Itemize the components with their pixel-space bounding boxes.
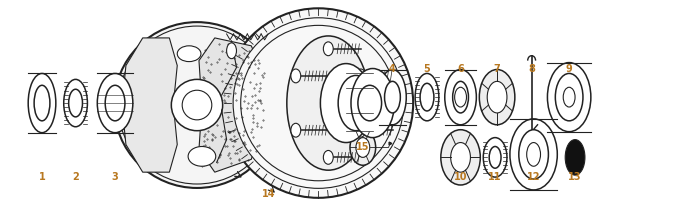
Ellipse shape <box>287 36 370 170</box>
Ellipse shape <box>489 146 501 168</box>
Ellipse shape <box>451 143 470 172</box>
Polygon shape <box>199 38 266 172</box>
Ellipse shape <box>483 138 507 177</box>
Ellipse shape <box>454 87 466 107</box>
Ellipse shape <box>118 26 276 184</box>
Ellipse shape <box>420 83 434 111</box>
Ellipse shape <box>564 87 575 107</box>
Text: 1: 1 <box>38 172 46 182</box>
Text: 15: 15 <box>356 143 370 152</box>
Ellipse shape <box>114 22 280 188</box>
Ellipse shape <box>565 140 585 175</box>
Text: 13: 13 <box>568 172 582 182</box>
Ellipse shape <box>453 81 468 113</box>
Text: 4: 4 <box>389 64 396 73</box>
Text: 11: 11 <box>489 172 502 182</box>
Ellipse shape <box>358 85 382 121</box>
Text: 2: 2 <box>72 172 79 182</box>
Ellipse shape <box>379 70 406 125</box>
Text: 10: 10 <box>454 172 468 182</box>
Ellipse shape <box>350 130 376 165</box>
Ellipse shape <box>351 68 394 138</box>
Text: 5: 5 <box>424 64 430 73</box>
Ellipse shape <box>64 79 88 127</box>
Text: 8: 8 <box>528 64 535 73</box>
Ellipse shape <box>223 8 413 198</box>
Text: 6: 6 <box>457 64 464 73</box>
Ellipse shape <box>415 73 439 121</box>
Ellipse shape <box>441 130 480 185</box>
Ellipse shape <box>519 130 548 179</box>
Text: 9: 9 <box>566 64 573 73</box>
Ellipse shape <box>177 46 201 62</box>
Ellipse shape <box>188 146 216 166</box>
Ellipse shape <box>34 85 50 121</box>
Ellipse shape <box>356 69 365 83</box>
Ellipse shape <box>338 75 374 131</box>
Ellipse shape <box>28 73 56 133</box>
Text: 3: 3 <box>112 172 118 182</box>
Ellipse shape <box>291 69 301 83</box>
Ellipse shape <box>233 18 404 188</box>
Ellipse shape <box>487 81 507 113</box>
Ellipse shape <box>356 123 365 137</box>
Ellipse shape <box>444 70 477 125</box>
Ellipse shape <box>480 70 515 125</box>
Ellipse shape <box>526 143 540 166</box>
Ellipse shape <box>172 79 223 131</box>
Ellipse shape <box>356 138 370 157</box>
Ellipse shape <box>323 151 333 164</box>
Text: 12: 12 <box>527 172 540 182</box>
Ellipse shape <box>105 85 125 121</box>
Ellipse shape <box>69 89 83 117</box>
Ellipse shape <box>384 81 400 113</box>
Text: 7: 7 <box>494 64 500 73</box>
Ellipse shape <box>241 25 396 181</box>
Ellipse shape <box>510 119 557 190</box>
Ellipse shape <box>321 64 372 143</box>
Text: 14: 14 <box>262 189 276 199</box>
Ellipse shape <box>323 42 333 56</box>
Ellipse shape <box>291 123 301 137</box>
Ellipse shape <box>555 73 583 121</box>
Ellipse shape <box>547 63 591 132</box>
Polygon shape <box>122 38 177 172</box>
Ellipse shape <box>97 73 133 133</box>
Ellipse shape <box>182 90 212 120</box>
Ellipse shape <box>227 43 237 59</box>
